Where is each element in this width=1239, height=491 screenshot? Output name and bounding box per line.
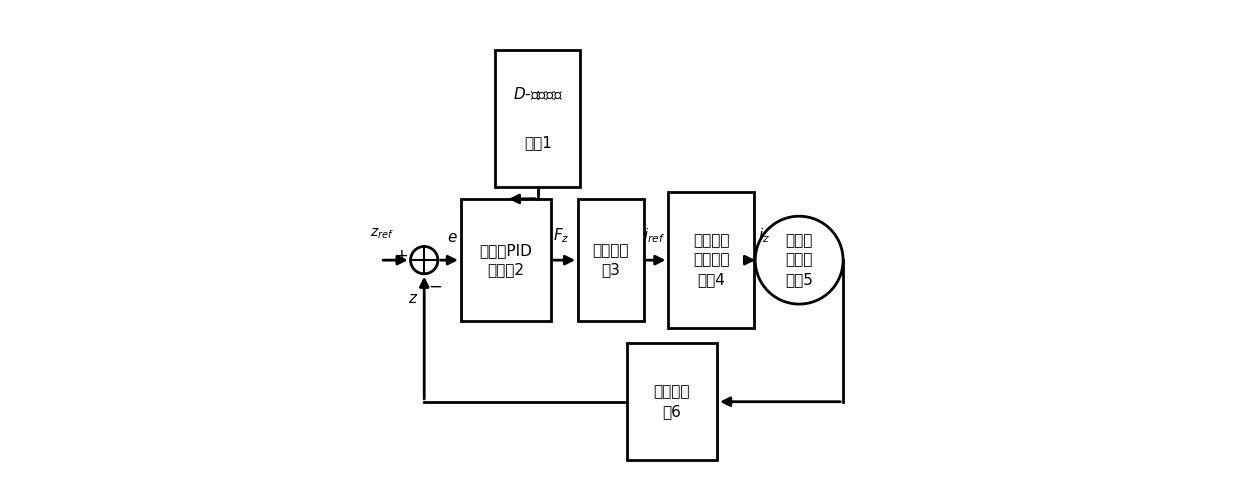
Text: $i_z$: $i_z$: [757, 227, 769, 246]
Text: $D$-分割技术: $D$-分割技术: [513, 86, 563, 103]
Text: $e$: $e$: [447, 230, 458, 246]
FancyBboxPatch shape: [668, 192, 753, 328]
Circle shape: [756, 216, 843, 304]
Text: $-$: $-$: [429, 276, 442, 294]
Text: $+$: $+$: [394, 247, 408, 265]
Text: 位移感应
器6: 位移感应 器6: [654, 384, 690, 419]
Text: 径向力控
制3: 径向力控 制3: [592, 243, 629, 277]
Text: $F_z$: $F_z$: [553, 227, 569, 246]
Text: 无轴承
轴电机
转子5: 无轴承 轴电机 转子5: [786, 233, 813, 287]
Text: 电流调节
脉冲宽度
调制4: 电流调节 脉冲宽度 调制4: [693, 233, 730, 287]
Text: $z_{ref}$: $z_{ref}$: [369, 226, 394, 241]
FancyBboxPatch shape: [579, 199, 644, 321]
FancyBboxPatch shape: [627, 343, 717, 461]
Circle shape: [410, 246, 437, 274]
Text: $z$: $z$: [408, 291, 418, 306]
FancyBboxPatch shape: [461, 199, 551, 321]
Text: $i_{ref}$: $i_{ref}$: [643, 227, 665, 246]
Text: 分数阶PID
控制器2: 分数阶PID 控制器2: [479, 243, 533, 277]
Text: 模兗1: 模兗1: [524, 136, 551, 150]
FancyBboxPatch shape: [496, 50, 580, 187]
